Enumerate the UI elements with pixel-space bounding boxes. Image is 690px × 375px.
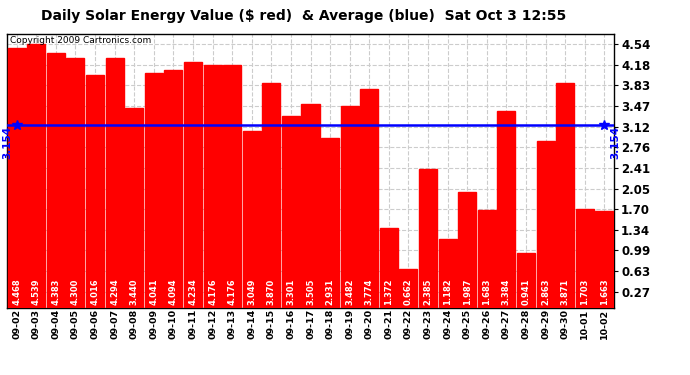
Text: 0.662: 0.662: [404, 279, 413, 305]
Bar: [125, 108, 144, 308]
Text: 3.301: 3.301: [286, 279, 295, 305]
Bar: [556, 83, 574, 308]
Text: 0.941: 0.941: [522, 279, 531, 305]
Bar: [321, 138, 339, 308]
Bar: [537, 141, 555, 308]
Text: 3.154: 3.154: [610, 126, 620, 159]
Text: 3.774: 3.774: [365, 279, 374, 305]
Bar: [262, 83, 280, 308]
Bar: [458, 192, 476, 308]
Bar: [164, 70, 182, 308]
Text: Daily Solar Energy Value ($ red)  & Average (blue)  Sat Oct 3 12:55: Daily Solar Energy Value ($ red) & Avera…: [41, 9, 566, 23]
Text: 1.663: 1.663: [600, 279, 609, 305]
Bar: [8, 48, 26, 308]
Text: 2.931: 2.931: [326, 279, 335, 305]
Bar: [184, 62, 202, 308]
Bar: [497, 111, 515, 308]
Text: 4.468: 4.468: [12, 279, 21, 305]
Text: Copyright 2009 Cartronics.com: Copyright 2009 Cartronics.com: [10, 36, 151, 45]
Bar: [223, 65, 241, 308]
Text: 1.987: 1.987: [463, 279, 472, 305]
Text: 3.871: 3.871: [561, 279, 570, 305]
Text: 1.372: 1.372: [384, 279, 393, 305]
Bar: [106, 58, 124, 308]
Text: 4.041: 4.041: [149, 279, 158, 305]
Bar: [517, 253, 535, 308]
Text: 1.683: 1.683: [482, 279, 491, 305]
Text: 1.703: 1.703: [580, 279, 589, 305]
Bar: [380, 228, 398, 308]
Bar: [575, 209, 593, 308]
Text: 4.300: 4.300: [71, 279, 80, 305]
Bar: [360, 88, 378, 308]
Text: 1.182: 1.182: [443, 279, 452, 305]
Text: 4.539: 4.539: [32, 279, 41, 305]
Text: 3.870: 3.870: [267, 279, 276, 305]
Text: 3.384: 3.384: [502, 279, 511, 305]
Text: 3.440: 3.440: [130, 279, 139, 305]
Bar: [595, 211, 613, 308]
Text: 3.505: 3.505: [306, 279, 315, 305]
Bar: [145, 73, 163, 308]
Bar: [341, 105, 359, 308]
Text: 4.294: 4.294: [110, 279, 119, 305]
Text: 4.016: 4.016: [90, 279, 99, 305]
Text: 2.863: 2.863: [541, 279, 550, 305]
Text: 4.176: 4.176: [228, 279, 237, 305]
Text: 3.482: 3.482: [345, 279, 354, 305]
Text: 4.176: 4.176: [208, 279, 217, 305]
Bar: [66, 58, 84, 308]
Bar: [282, 116, 300, 308]
Bar: [47, 53, 65, 307]
Bar: [204, 65, 221, 308]
Bar: [28, 44, 46, 308]
Text: 4.234: 4.234: [188, 279, 197, 305]
Text: 3.154: 3.154: [2, 126, 12, 159]
Text: 3.049: 3.049: [247, 279, 256, 305]
Bar: [302, 104, 319, 308]
Bar: [243, 130, 261, 308]
Bar: [439, 239, 457, 308]
Text: 2.385: 2.385: [424, 279, 433, 305]
Bar: [86, 75, 104, 308]
Text: 4.094: 4.094: [169, 279, 178, 305]
Text: 4.383: 4.383: [51, 279, 60, 305]
Bar: [400, 269, 417, 308]
Bar: [419, 169, 437, 308]
Bar: [477, 210, 496, 308]
